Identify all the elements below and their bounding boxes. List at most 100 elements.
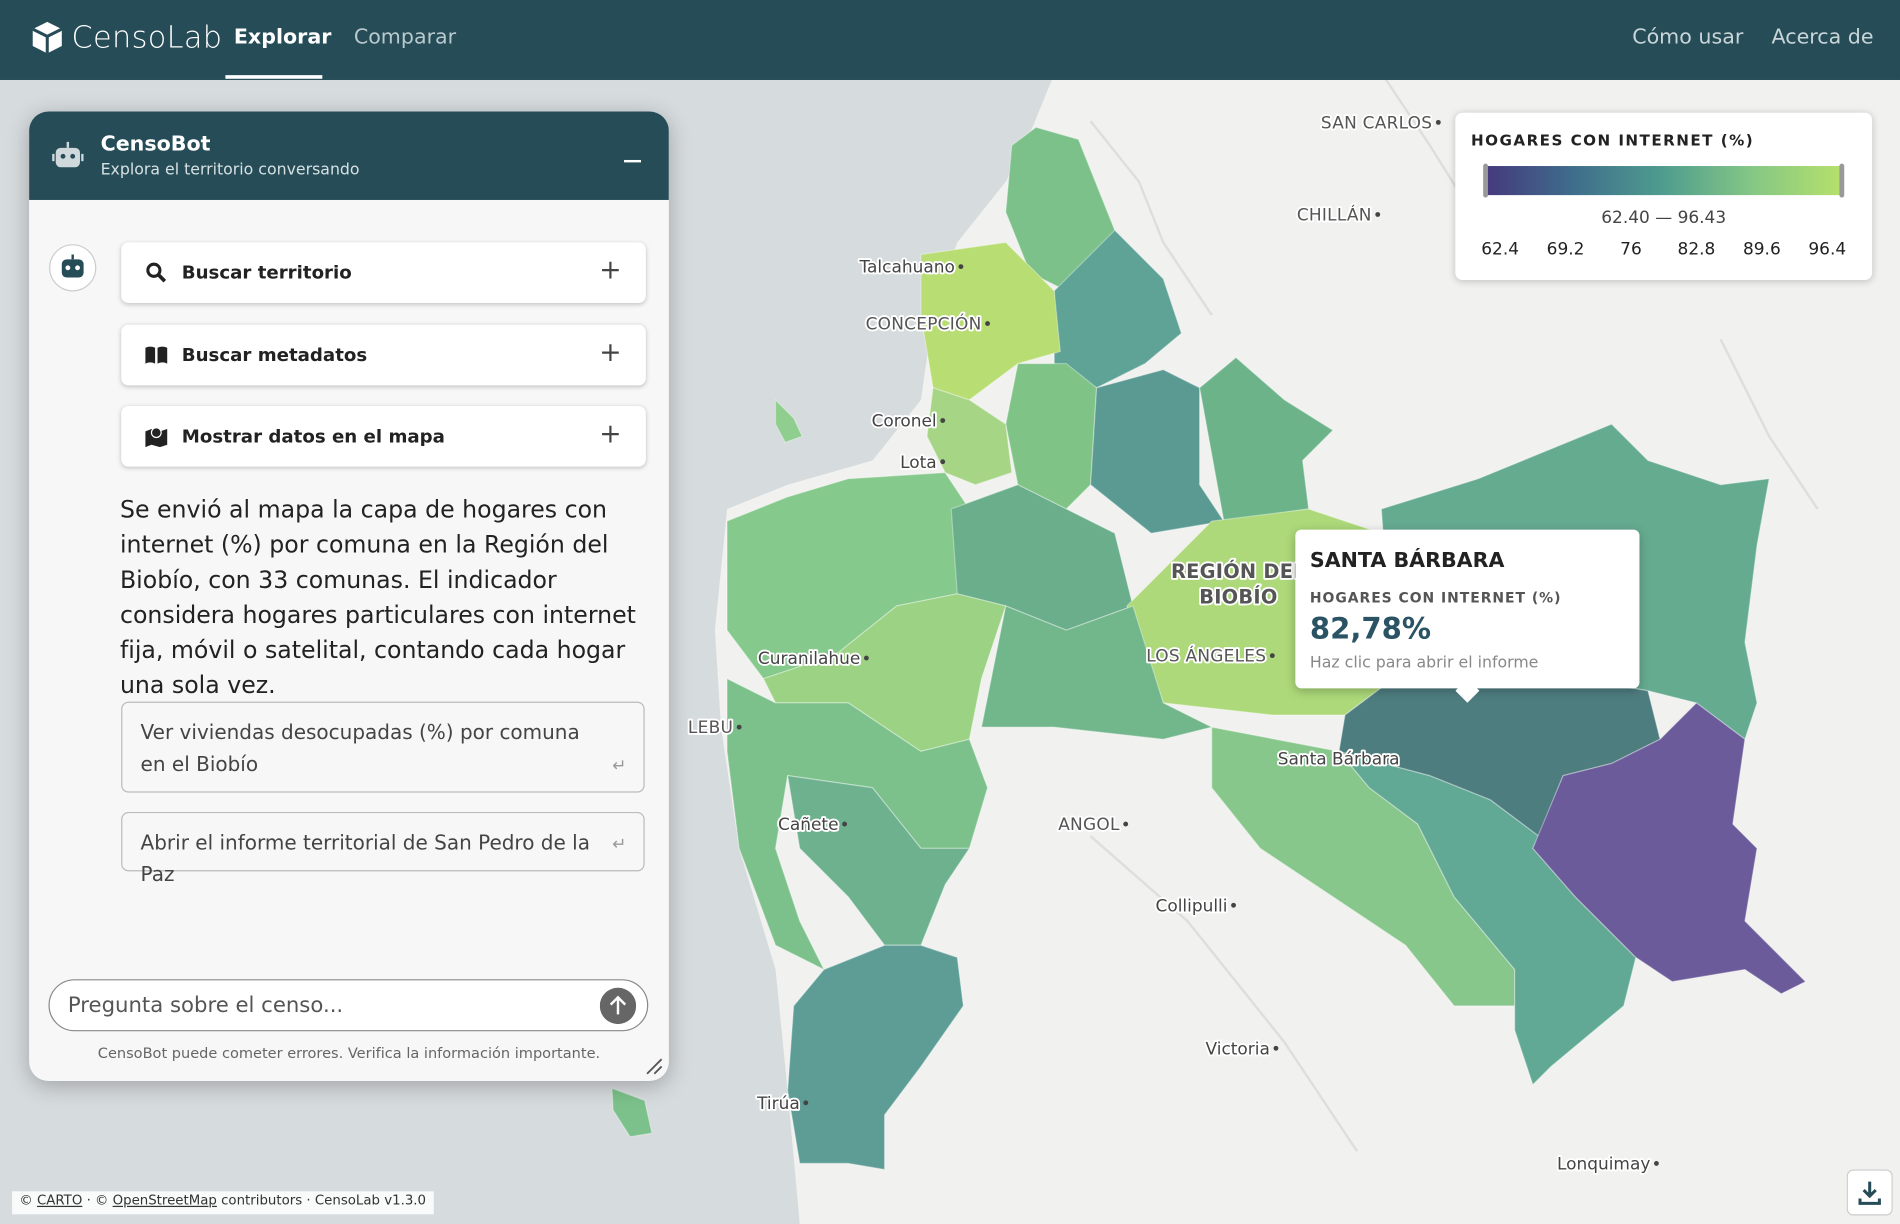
legend-tick-label: 89.6 <box>1742 239 1781 260</box>
place-label: CONCEPCIÓN <box>866 313 982 334</box>
place-label: Tirúa <box>756 1093 800 1113</box>
tool-button[interactable]: Mostrar datos en el mapa + <box>121 405 646 467</box>
region-label: REGIÓN DEL <box>1171 559 1306 583</box>
place-dot <box>1269 653 1275 659</box>
comuna <box>1005 362 1098 510</box>
place-dot <box>940 459 946 465</box>
tooltip: SANTA BÁRBARA HOGARES CON INTERNET (%) 8… <box>1295 529 1640 703</box>
place-dot <box>985 321 990 326</box>
place-dot <box>863 655 869 661</box>
place-label: CHILLÁN <box>1297 204 1372 225</box>
chat-input[interactable]: Pregunta sobre el censo... <box>48 979 649 1032</box>
bot-avatar <box>49 244 97 292</box>
bot-icon <box>52 141 84 168</box>
nav-link[interactable]: Acerca de <box>1771 25 1874 50</box>
tooltip-label: HOGARES CON INTERNET (%) <box>1309 588 1562 606</box>
suggestion-text: Abrir el informe territorial de San Pedr… <box>140 831 590 886</box>
place-dot <box>1123 821 1129 827</box>
input-placeholder: Pregunta sobre el censo... <box>67 993 344 1018</box>
place-dot <box>1273 1045 1279 1051</box>
download-button[interactable] <box>1846 1169 1893 1216</box>
region-label: BIOBÍO <box>1199 586 1277 609</box>
road <box>1089 120 1213 316</box>
place-label: ANGOL <box>1058 814 1120 834</box>
place-label: SAN CARLOS <box>1321 112 1432 132</box>
suggestion-text: Ver viviendas desocupadas (%) por comuna… <box>140 721 580 776</box>
bot-message: Se envió al mapa la capa de hogares con … <box>119 495 636 700</box>
place-label: Talcahuano <box>858 257 954 277</box>
place-dot <box>1654 1160 1659 1166</box>
comuna <box>774 398 803 444</box>
range-handle[interactable] <box>1839 163 1845 198</box>
attribution: © CARTO · © OpenStreetMap contributors ·… <box>12 1191 434 1215</box>
nav-tab[interactable]: Explorar <box>233 25 332 50</box>
suggestion[interactable]: Ver viviendas desocupadas (%) por comuna… <box>121 701 645 793</box>
range-handle[interactable] <box>1483 163 1489 198</box>
legend-tick-label: 76 <box>1620 239 1642 260</box>
attribution-text: contributors · CensoLab v1.3.0 <box>221 1192 427 1209</box>
comuna <box>611 1087 653 1138</box>
tool-button[interactable]: Buscar territorio + <box>121 242 646 303</box>
chat-subtitle: Explora el territorio conversando <box>100 161 360 180</box>
nav-tab[interactable]: Comparar <box>353 25 457 50</box>
attribution-text: · © <box>86 1192 109 1209</box>
tooltip-hint: Haz clic para abrir el informe <box>1309 654 1539 673</box>
place-dot <box>958 264 964 270</box>
chat-panel: CensoBot Explora el territorio conversan… <box>29 111 669 1081</box>
place-dot <box>940 418 946 423</box>
legend-range: 62.40 — 96.43 <box>1601 208 1727 228</box>
legend-title: HOGARES CON INTERNET (%) <box>1471 130 1755 150</box>
resize-handle[interactable] <box>642 1054 664 1076</box>
place-label: Cañete <box>778 814 838 834</box>
chat-header: CensoBot Explora el territorio conversan… <box>29 111 669 200</box>
attribution-link[interactable]: CARTO <box>36 1192 83 1209</box>
place-dot <box>803 1100 809 1106</box>
attribution-link[interactable]: OpenStreetMap <box>112 1192 217 1209</box>
place-dot <box>842 821 847 827</box>
legend-gradient <box>1485 166 1842 196</box>
chat-title: CensoBot <box>100 132 211 157</box>
place-label: Coronel <box>872 411 937 431</box>
logo-icon <box>32 21 63 54</box>
comuna <box>926 386 1013 486</box>
active-tab-indicator <box>225 75 323 79</box>
place-label: Curanilahue <box>758 648 860 668</box>
legend-tick-label: 69.2 <box>1546 239 1585 260</box>
place-dot <box>1375 212 1381 217</box>
tool-label: Buscar territorio <box>181 261 352 284</box>
legend-tick-label: 82.8 <box>1677 239 1716 260</box>
place-label: Santa Bárbara <box>1278 749 1400 769</box>
road <box>1719 338 1819 510</box>
nav-link[interactable]: Cómo usar <box>1632 25 1744 50</box>
place-label: Lota <box>900 452 937 472</box>
tool-label: Mostrar datos en el mapa <box>181 425 445 448</box>
legend: HOGARES CON INTERNET (%) 62.40 — 96.43 6… <box>1455 112 1873 280</box>
send-button[interactable] <box>599 987 637 1025</box>
place-dot <box>1435 119 1441 125</box>
place-label: Lonquimay <box>1557 1153 1650 1173</box>
legend-tick-label: 96.4 <box>1808 239 1847 260</box>
minimize-button[interactable] <box>624 159 642 163</box>
legend-tick-label: 62.4 <box>1481 239 1519 260</box>
comuna <box>1532 702 1807 995</box>
place-dot <box>1231 902 1236 908</box>
comuna <box>787 944 964 1171</box>
top-bar: CensoLab Explorar Comparar Cómo usar Ace… <box>0 0 1900 80</box>
place-label: LEBU <box>688 717 733 737</box>
place-label: Collipulli <box>1156 895 1228 915</box>
disclaimer: CensoBot puede cometer errores. Verifica… <box>97 1044 601 1062</box>
brand: CensoLab <box>71 19 223 55</box>
suggestion[interactable]: Abrir el informe territorial de San Pedr… <box>121 811 645 886</box>
road <box>1089 835 1359 1152</box>
attribution-text: © <box>19 1192 33 1209</box>
tool-button[interactable]: Buscar metadatos + <box>121 324 646 386</box>
tool-label: Buscar metadatos <box>181 344 368 366</box>
place-label: LOS ÁNGELES <box>1146 645 1266 666</box>
tooltip-value: 82,78% <box>1309 611 1432 646</box>
comuna <box>1198 356 1334 522</box>
comuna <box>1089 368 1225 534</box>
tooltip-name: SANTA BÁRBARA <box>1309 548 1505 574</box>
place-label: Victoria <box>1206 1038 1270 1058</box>
